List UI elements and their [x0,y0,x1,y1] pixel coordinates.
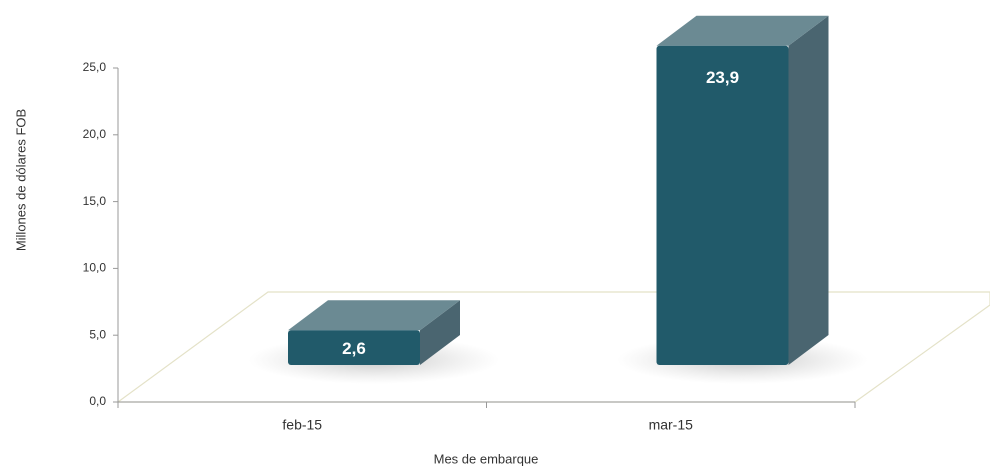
y-tick-label: 0,0 [89,394,106,408]
x-tick-label: feb-15 [282,417,322,433]
y-axis-label: Millones de dólares FOB [13,109,28,251]
y-tick-label: 20,0 [83,127,107,141]
bar-top [656,15,829,46]
y-tick-label: 5,0 [89,327,106,341]
value-label: 2,6 [342,339,366,358]
x-tick-label: mar-15 [649,417,694,433]
bar-side [420,300,460,365]
floor [116,291,990,403]
y-tick-label: 10,0 [83,261,107,275]
bar [656,45,789,366]
y-tick-label: 15,0 [83,194,107,208]
bar-top [288,300,460,331]
value-label: 23,9 [706,68,739,87]
x-axis-label: Mes de embarque [434,451,539,466]
y-tick-label: 25,0 [83,60,107,74]
bar-side [788,15,829,365]
bar [288,330,420,365]
